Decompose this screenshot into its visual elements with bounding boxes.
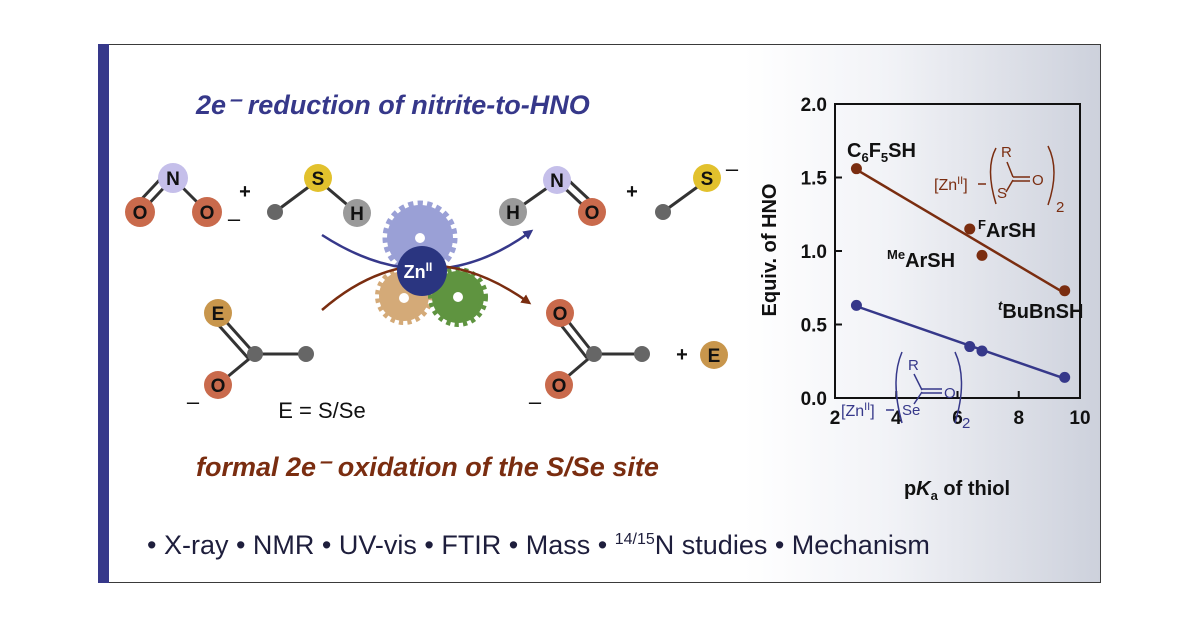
e-byproduct-atom bbox=[700, 341, 728, 369]
x-tick-label: 8 bbox=[1013, 408, 1024, 429]
nitrite-molecule: N O O – bbox=[125, 163, 241, 231]
inset-subscript: 2 bbox=[962, 415, 970, 432]
e-label: E bbox=[212, 304, 225, 325]
y-tick-label: 0.0 bbox=[801, 389, 827, 410]
hno-o-label: O bbox=[585, 203, 600, 224]
techniques-footer: • X-ray • NMR • UV-vis • FTIR • Mass • 1… bbox=[147, 530, 930, 561]
data-point-series-2 bbox=[964, 341, 976, 353]
carbon-atom bbox=[634, 346, 650, 362]
inset-s-label: S bbox=[997, 185, 1007, 202]
fit-line-series-1 bbox=[855, 168, 1066, 295]
zinc-thiocarboxylate-inset: [ZnII] R O S 2 bbox=[934, 144, 1064, 216]
data-point-series-1 bbox=[976, 249, 988, 261]
carboxyl-o-atom bbox=[545, 371, 573, 399]
data-point-series-1 bbox=[964, 223, 976, 235]
carboxylate-molecule: O O – bbox=[529, 299, 650, 414]
e-byproduct-label: E bbox=[708, 346, 721, 367]
nitrite-o-atom bbox=[192, 197, 222, 227]
zinc-selenocarboxylate-inset: [ZnII] R O Se 2 bbox=[841, 351, 970, 432]
carbon-atom bbox=[655, 204, 671, 220]
carbon-atom bbox=[247, 346, 263, 362]
gear-icon bbox=[428, 267, 488, 327]
fit-line-series-2 bbox=[856, 305, 1066, 380]
charge-label: – bbox=[726, 156, 739, 181]
nitrite-o-label: O bbox=[133, 203, 148, 224]
data-point-series-2 bbox=[850, 299, 862, 311]
charge-label: – bbox=[228, 206, 241, 231]
thiol-h-atom bbox=[343, 199, 371, 227]
nitrite-o-label: O bbox=[200, 203, 215, 224]
oxidation-caption: formal 2e⁻ oxidation of the S/Se site bbox=[196, 452, 659, 482]
thiolate-s-atom bbox=[693, 164, 721, 192]
point-label-tbubnsh: tBuBnSH bbox=[998, 298, 1083, 323]
e-atom bbox=[204, 299, 232, 327]
hno-o-atom bbox=[578, 198, 606, 226]
thiocarboxylate-molecule: E O – bbox=[187, 299, 314, 414]
x-tick-label: 10 bbox=[1069, 408, 1090, 429]
carboxyl-o-label: O bbox=[552, 376, 567, 397]
carbon-atom bbox=[267, 204, 283, 220]
point-label-mearsh: MeArSH bbox=[887, 247, 955, 272]
hno-h-atom bbox=[499, 198, 527, 226]
inset-r-label: R bbox=[908, 357, 919, 374]
y-axis-label: Equiv. of HNO bbox=[759, 184, 781, 317]
inset-o-label: O bbox=[944, 385, 956, 402]
acyl-o-label: O bbox=[211, 376, 226, 397]
data-point-series-2 bbox=[976, 345, 988, 357]
plus-sign: + bbox=[626, 181, 638, 203]
y-tick-label: 2.0 bbox=[801, 95, 827, 116]
plus-sign: + bbox=[239, 181, 251, 203]
nitrite-n-atom bbox=[158, 163, 188, 193]
inset-se-label: Se bbox=[902, 402, 920, 419]
hno-h-label: H bbox=[506, 203, 520, 224]
inset-complex-label: [ZnII] bbox=[841, 401, 875, 420]
data-point-series-1 bbox=[850, 163, 862, 175]
hno-yield-chart: 2 4 6 8 10 0.0 0.5 1.0 1.5 2.0 Equiv. of HNO pKa … bbox=[759, 95, 1091, 503]
thiol-molecule: S H bbox=[267, 164, 371, 227]
inset-subscript: 2 bbox=[1056, 199, 1064, 216]
footer-isotope-superscript: 14/15 bbox=[614, 531, 655, 548]
x-tick-label: 6 bbox=[952, 408, 963, 429]
thiolate-s-label: S bbox=[701, 169, 714, 190]
x-tick-label: 2 bbox=[830, 408, 841, 429]
acyl-o-atom bbox=[204, 371, 232, 399]
carbon-atom bbox=[298, 346, 314, 362]
thiolate-molecule: S – bbox=[655, 156, 739, 220]
charge-label: – bbox=[187, 389, 200, 414]
e-definition: E = S/Se bbox=[278, 398, 365, 423]
y-tick-label: 1.5 bbox=[801, 169, 828, 190]
data-point-series-2 bbox=[1059, 371, 1071, 383]
inset-complex-label: [ZnII] bbox=[934, 175, 968, 194]
hno-n-label: N bbox=[550, 171, 564, 192]
chart-panel-background bbox=[744, 45, 1100, 582]
x-tick-label: 4 bbox=[891, 408, 902, 429]
y-tick-label: 0.5 bbox=[801, 316, 828, 337]
point-label-farsh: FArSH bbox=[978, 217, 1036, 242]
nitrite-n-label: N bbox=[166, 169, 180, 190]
thiol-s-atom bbox=[304, 164, 332, 192]
zinc-center bbox=[397, 246, 447, 296]
carboxyl-o-label: O bbox=[553, 304, 568, 325]
hno-molecule: H N O bbox=[499, 166, 606, 226]
y-tick-label: 1.0 bbox=[801, 242, 827, 263]
plus-sign: + bbox=[676, 344, 688, 366]
reduction-caption: 2e⁻ reduction of nitrite-to-HNO bbox=[196, 90, 590, 120]
thiol-h-label: H bbox=[350, 204, 364, 225]
data-point-series-1 bbox=[1059, 285, 1071, 297]
x-axis-label: pKa of thiol bbox=[904, 478, 1010, 503]
footer-text-2: N studies • Mechanism bbox=[654, 530, 930, 560]
zinc-label: ZnII bbox=[404, 260, 433, 282]
charge-label: – bbox=[529, 389, 542, 414]
inset-r-label: R bbox=[1001, 144, 1012, 161]
accent-bar bbox=[98, 44, 109, 583]
nitrite-o-atom bbox=[125, 197, 155, 227]
inset-o-label: O bbox=[1032, 172, 1044, 189]
point-label-c6f5sh: C6F5SH bbox=[847, 140, 916, 165]
thiol-s-label: S bbox=[312, 169, 325, 190]
hno-n-atom bbox=[543, 166, 571, 194]
carboxyl-o-atom bbox=[546, 299, 574, 327]
footer-text-1: • X-ray • NMR • UV-vis • FTIR • Mass • bbox=[147, 530, 615, 560]
reaction-scheme: N O O – + S H H N O + S – bbox=[125, 156, 739, 423]
carbon-atom bbox=[586, 346, 602, 362]
